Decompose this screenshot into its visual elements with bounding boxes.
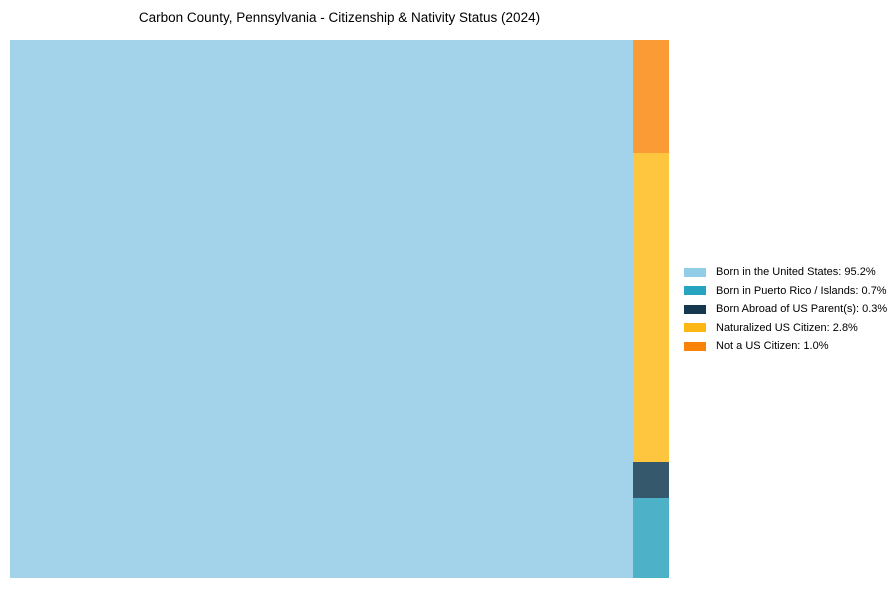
treemap-plot	[10, 40, 669, 578]
treemap-segment-born-in-united-states	[10, 40, 633, 578]
legend-swatch-icon	[684, 286, 706, 296]
legend-item-born-in-united-states: Born in the United States: 95.2%	[684, 263, 887, 282]
legend-label: Not a US Citizen: 1.0%	[716, 340, 829, 353]
legend-swatch-icon	[684, 341, 706, 351]
legend-item-naturalized-us-citizen: Naturalized US Citizen: 2.8%	[684, 319, 887, 338]
legend-item-not-a-us-citizen: Not a US Citizen: 1.0%	[684, 337, 887, 356]
legend-swatch-icon	[684, 267, 706, 277]
treemap-segment-naturalized-us-citizen	[633, 153, 669, 462]
legend-label: Born in Puerto Rico / Islands: 0.7%	[716, 284, 887, 297]
legend-item-born-abroad-of-us-parents: Born Abroad of US Parent(s): 0.3%	[684, 300, 887, 319]
treemap-segment-born-abroad-of-us-parents	[633, 462, 669, 498]
treemap-segment-born-in-puerto-rico-islands	[633, 498, 669, 578]
chart-title: Carbon County, Pennsylvania - Citizenshi…	[138, 10, 541, 25]
legend-label: Born in the United States: 95.2%	[716, 266, 876, 279]
legend: Born in the United States: 95.2% Born in …	[684, 263, 887, 356]
legend-label: Born Abroad of US Parent(s): 0.3%	[716, 303, 888, 316]
legend-item-born-in-puerto-rico-islands: Born in Puerto Rico / Islands: 0.7%	[684, 282, 887, 301]
legend-swatch-icon	[684, 304, 706, 314]
legend-swatch-icon	[684, 323, 706, 333]
legend-label: Naturalized US Citizen: 2.8%	[716, 321, 858, 334]
treemap-segment-not-a-us-citizen	[633, 40, 669, 153]
